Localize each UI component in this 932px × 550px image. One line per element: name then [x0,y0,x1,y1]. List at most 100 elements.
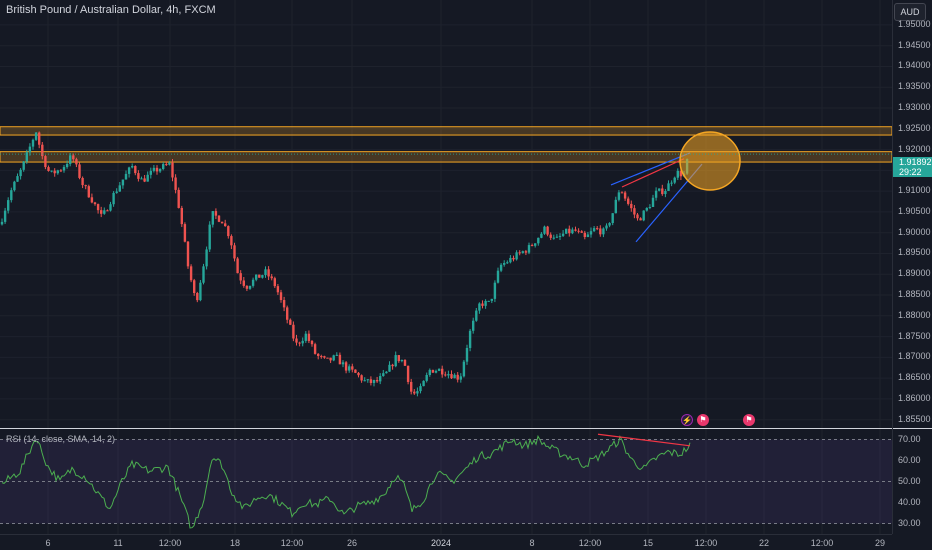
candle-body [357,372,360,376]
candle-body [456,374,459,380]
candle [205,246,208,270]
candle-body [605,225,608,229]
candle [413,389,416,395]
candle [31,138,35,150]
candle-body [512,257,515,260]
candle-body [34,132,38,140]
time-axis-label: 15 [642,538,654,548]
flag-event-icon[interactable]: ⚑ [743,414,755,426]
candle [475,307,478,322]
flag-event-icon[interactable]: ⚑ [697,414,709,426]
candle [174,174,177,194]
candle [403,359,407,367]
candle-body [183,224,187,242]
candle-body [298,342,301,344]
candle-body [608,223,611,226]
candle-body [441,368,444,375]
candle-body [332,355,335,361]
candle [648,204,652,210]
rsi-axis-label: 70.00 [898,433,921,444]
candle [555,234,559,239]
candle [202,263,205,285]
candle-body [493,282,497,299]
candle-body [546,226,549,235]
candle-body [96,204,100,211]
candle-body [577,230,580,232]
candle [614,196,617,214]
candle [329,357,332,363]
candle-body [503,263,506,265]
candle [50,170,53,173]
candle-body [335,354,338,356]
candle-body [106,210,109,212]
candle-body [530,245,534,247]
candle-body [65,163,69,168]
price-axis-label: 1.86000 [898,392,931,403]
candle [276,283,280,295]
candle-body [72,155,75,160]
candle [487,300,490,302]
rsi-axis-label: 50.00 [898,475,921,486]
candle [580,230,583,233]
candle-body [286,307,289,320]
candle-body [124,173,128,180]
candle [546,225,549,237]
candle-body [397,355,400,362]
candle [59,168,63,173]
candle [602,227,605,238]
candle [65,160,69,169]
candle-body [62,167,66,171]
candle-body [434,370,438,373]
candle [227,225,230,239]
candle-body [534,243,537,246]
candle [357,372,360,378]
candle-body [341,362,345,365]
candle-body [679,170,683,177]
candle [168,161,171,166]
candle [131,163,134,169]
candle [62,165,66,173]
candle [515,250,518,261]
candle [419,383,422,394]
symbol-title[interactable]: British Pound / Australian Dollar, 4h, F… [6,4,216,16]
candle-body [580,231,583,233]
candle [617,190,621,202]
flash-icon[interactable]: ⚡ [681,414,693,426]
candle [158,168,162,173]
candle-body [168,162,171,165]
candle [524,249,528,256]
candle [165,161,168,167]
candle [134,165,137,176]
candle [388,361,391,372]
candle [230,234,233,250]
candle-body [199,282,202,301]
candle-body [558,235,562,237]
candle [481,300,484,309]
time-axis-label: 6 [45,538,51,548]
candle [10,187,13,203]
candle [143,174,146,183]
candle [534,243,537,248]
candle [530,243,534,247]
candle-body [506,262,509,264]
candle [93,201,97,206]
price-axis-label: 1.92000 [898,143,931,154]
candle [512,255,515,262]
candle-body [87,186,90,198]
rsi-indicator-title[interactable]: RSI (14, close, SMA, 14, 2) [6,434,116,444]
candle-body [453,374,456,379]
candle-body [648,206,652,209]
candle-body [56,170,59,174]
candle-body [661,188,664,195]
candle [180,205,183,227]
candle [47,165,50,172]
currency-button[interactable]: AUD [894,3,926,21]
candle [540,232,543,239]
candle [211,210,214,228]
candle-body [329,357,332,361]
candle-body [543,226,546,234]
candle [506,260,509,264]
candle-body [239,273,242,281]
